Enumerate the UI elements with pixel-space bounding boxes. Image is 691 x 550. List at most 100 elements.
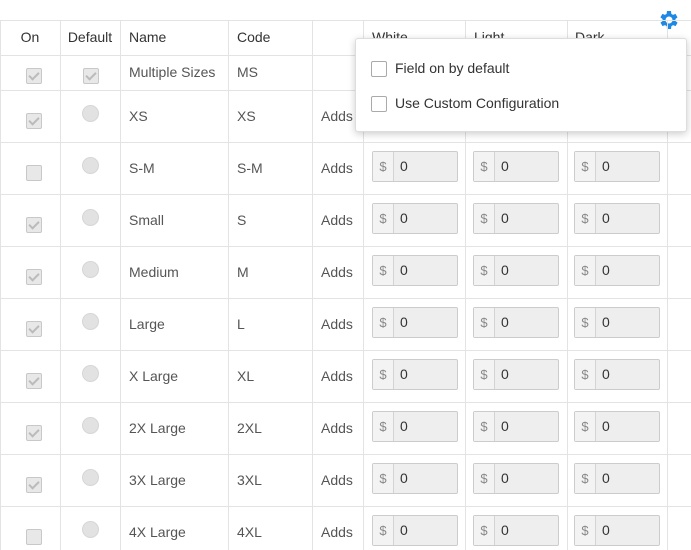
column-divider <box>567 20 568 550</box>
price-value: 0 <box>501 418 509 434</box>
size-code: S <box>237 212 247 228</box>
currency-symbol: $ <box>373 152 394 181</box>
column-divider <box>363 20 364 550</box>
default-radio[interactable] <box>82 157 99 174</box>
price-value: 0 <box>400 158 408 174</box>
price-value: 0 <box>400 210 408 226</box>
on-checkbox[interactable] <box>26 477 42 493</box>
adds-label: Adds <box>321 368 353 384</box>
default-radio[interactable] <box>82 261 99 278</box>
adds-label: Adds <box>321 160 353 176</box>
size-code: XL <box>237 368 255 384</box>
on-checkbox[interactable] <box>26 165 42 181</box>
price-value: 0 <box>602 418 610 434</box>
price-input[interactable]: $0 <box>372 307 458 338</box>
on-checkbox[interactable] <box>26 373 42 389</box>
currency-symbol: $ <box>373 516 394 545</box>
currency-symbol: $ <box>575 464 596 493</box>
price-input[interactable]: $0 <box>372 515 458 546</box>
default-radio[interactable] <box>82 313 99 330</box>
price-input[interactable]: $0 <box>473 463 559 494</box>
price-value: 0 <box>400 314 408 330</box>
currency-symbol: $ <box>474 152 495 181</box>
price-input[interactable]: $0 <box>473 255 559 286</box>
price-input[interactable]: $0 <box>372 151 458 182</box>
default-radio[interactable] <box>82 417 99 434</box>
default-checkbox[interactable] <box>83 68 99 84</box>
price-input[interactable]: $0 <box>574 255 660 286</box>
on-checkbox[interactable] <box>26 321 42 337</box>
size-code: 3XL <box>237 472 262 488</box>
adds-label: Adds <box>321 420 353 436</box>
price-input[interactable]: $0 <box>574 203 660 234</box>
currency-symbol: $ <box>575 360 596 389</box>
currency-symbol: $ <box>373 360 394 389</box>
price-input[interactable]: $0 <box>574 515 660 546</box>
price-input[interactable]: $0 <box>473 203 559 234</box>
on-checkbox[interactable] <box>26 217 42 233</box>
option-label[interactable]: Field on by default <box>395 60 510 76</box>
price-value: 0 <box>400 262 408 278</box>
option-label[interactable]: Use Custom Configuration <box>395 95 560 111</box>
price-input[interactable]: $0 <box>372 359 458 390</box>
price-input[interactable]: $0 <box>372 255 458 286</box>
price-value: 0 <box>501 262 509 278</box>
option-checkbox[interactable] <box>371 61 387 77</box>
currency-symbol: $ <box>474 412 495 441</box>
price-value: 0 <box>602 262 610 278</box>
size-name: X Large <box>129 368 179 384</box>
column-divider <box>120 20 121 550</box>
currency-symbol: $ <box>474 256 495 285</box>
price-input[interactable]: $0 <box>473 411 559 442</box>
price-value: 0 <box>400 522 408 538</box>
row-divider <box>0 454 691 455</box>
price-value: 0 <box>400 470 408 486</box>
currency-symbol: $ <box>373 412 394 441</box>
price-input[interactable]: $0 <box>473 151 559 182</box>
default-radio[interactable] <box>82 365 99 382</box>
settings-gear[interactable] <box>656 7 680 33</box>
size-code: XS <box>237 108 256 124</box>
default-radio[interactable] <box>82 469 99 486</box>
row-divider <box>0 246 691 247</box>
price-value: 0 <box>400 366 408 382</box>
row-divider <box>0 194 691 195</box>
option-checkbox[interactable] <box>371 96 387 112</box>
size-code: 2XL <box>237 420 262 436</box>
price-value: 0 <box>602 314 610 330</box>
default-radio[interactable] <box>82 209 99 226</box>
on-checkbox[interactable] <box>26 425 42 441</box>
currency-symbol: $ <box>373 464 394 493</box>
price-input[interactable]: $0 <box>372 411 458 442</box>
price-input[interactable]: $0 <box>574 359 660 390</box>
price-input[interactable]: $0 <box>574 151 660 182</box>
column-header: Name <box>129 29 167 45</box>
price-value: 0 <box>602 158 610 174</box>
price-input[interactable]: $0 <box>574 411 660 442</box>
price-input[interactable]: $0 <box>473 307 559 338</box>
price-input[interactable]: $0 <box>372 463 458 494</box>
on-checkbox[interactable] <box>26 113 42 129</box>
price-input[interactable]: $0 <box>372 203 458 234</box>
default-radio[interactable] <box>82 521 99 538</box>
adds-label: Adds <box>321 264 353 280</box>
price-input[interactable]: $0 <box>574 463 660 494</box>
column-header: On <box>20 29 40 45</box>
price-value: 0 <box>602 470 610 486</box>
column-divider <box>228 20 229 550</box>
currency-symbol: $ <box>474 360 495 389</box>
price-input[interactable]: $0 <box>574 307 660 338</box>
on-checkbox[interactable] <box>26 269 42 285</box>
size-name: XS <box>129 108 148 124</box>
on-checkbox[interactable] <box>26 68 42 84</box>
default-radio[interactable] <box>82 105 99 122</box>
price-input[interactable]: $0 <box>473 515 559 546</box>
size-code: 4XL <box>237 524 262 540</box>
column-divider <box>667 20 668 550</box>
on-checkbox[interactable] <box>26 529 42 545</box>
adds-label: Adds <box>321 212 353 228</box>
price-input[interactable]: $0 <box>473 359 559 390</box>
size-name: 3X Large <box>129 472 186 488</box>
size-code: MS <box>237 64 258 80</box>
